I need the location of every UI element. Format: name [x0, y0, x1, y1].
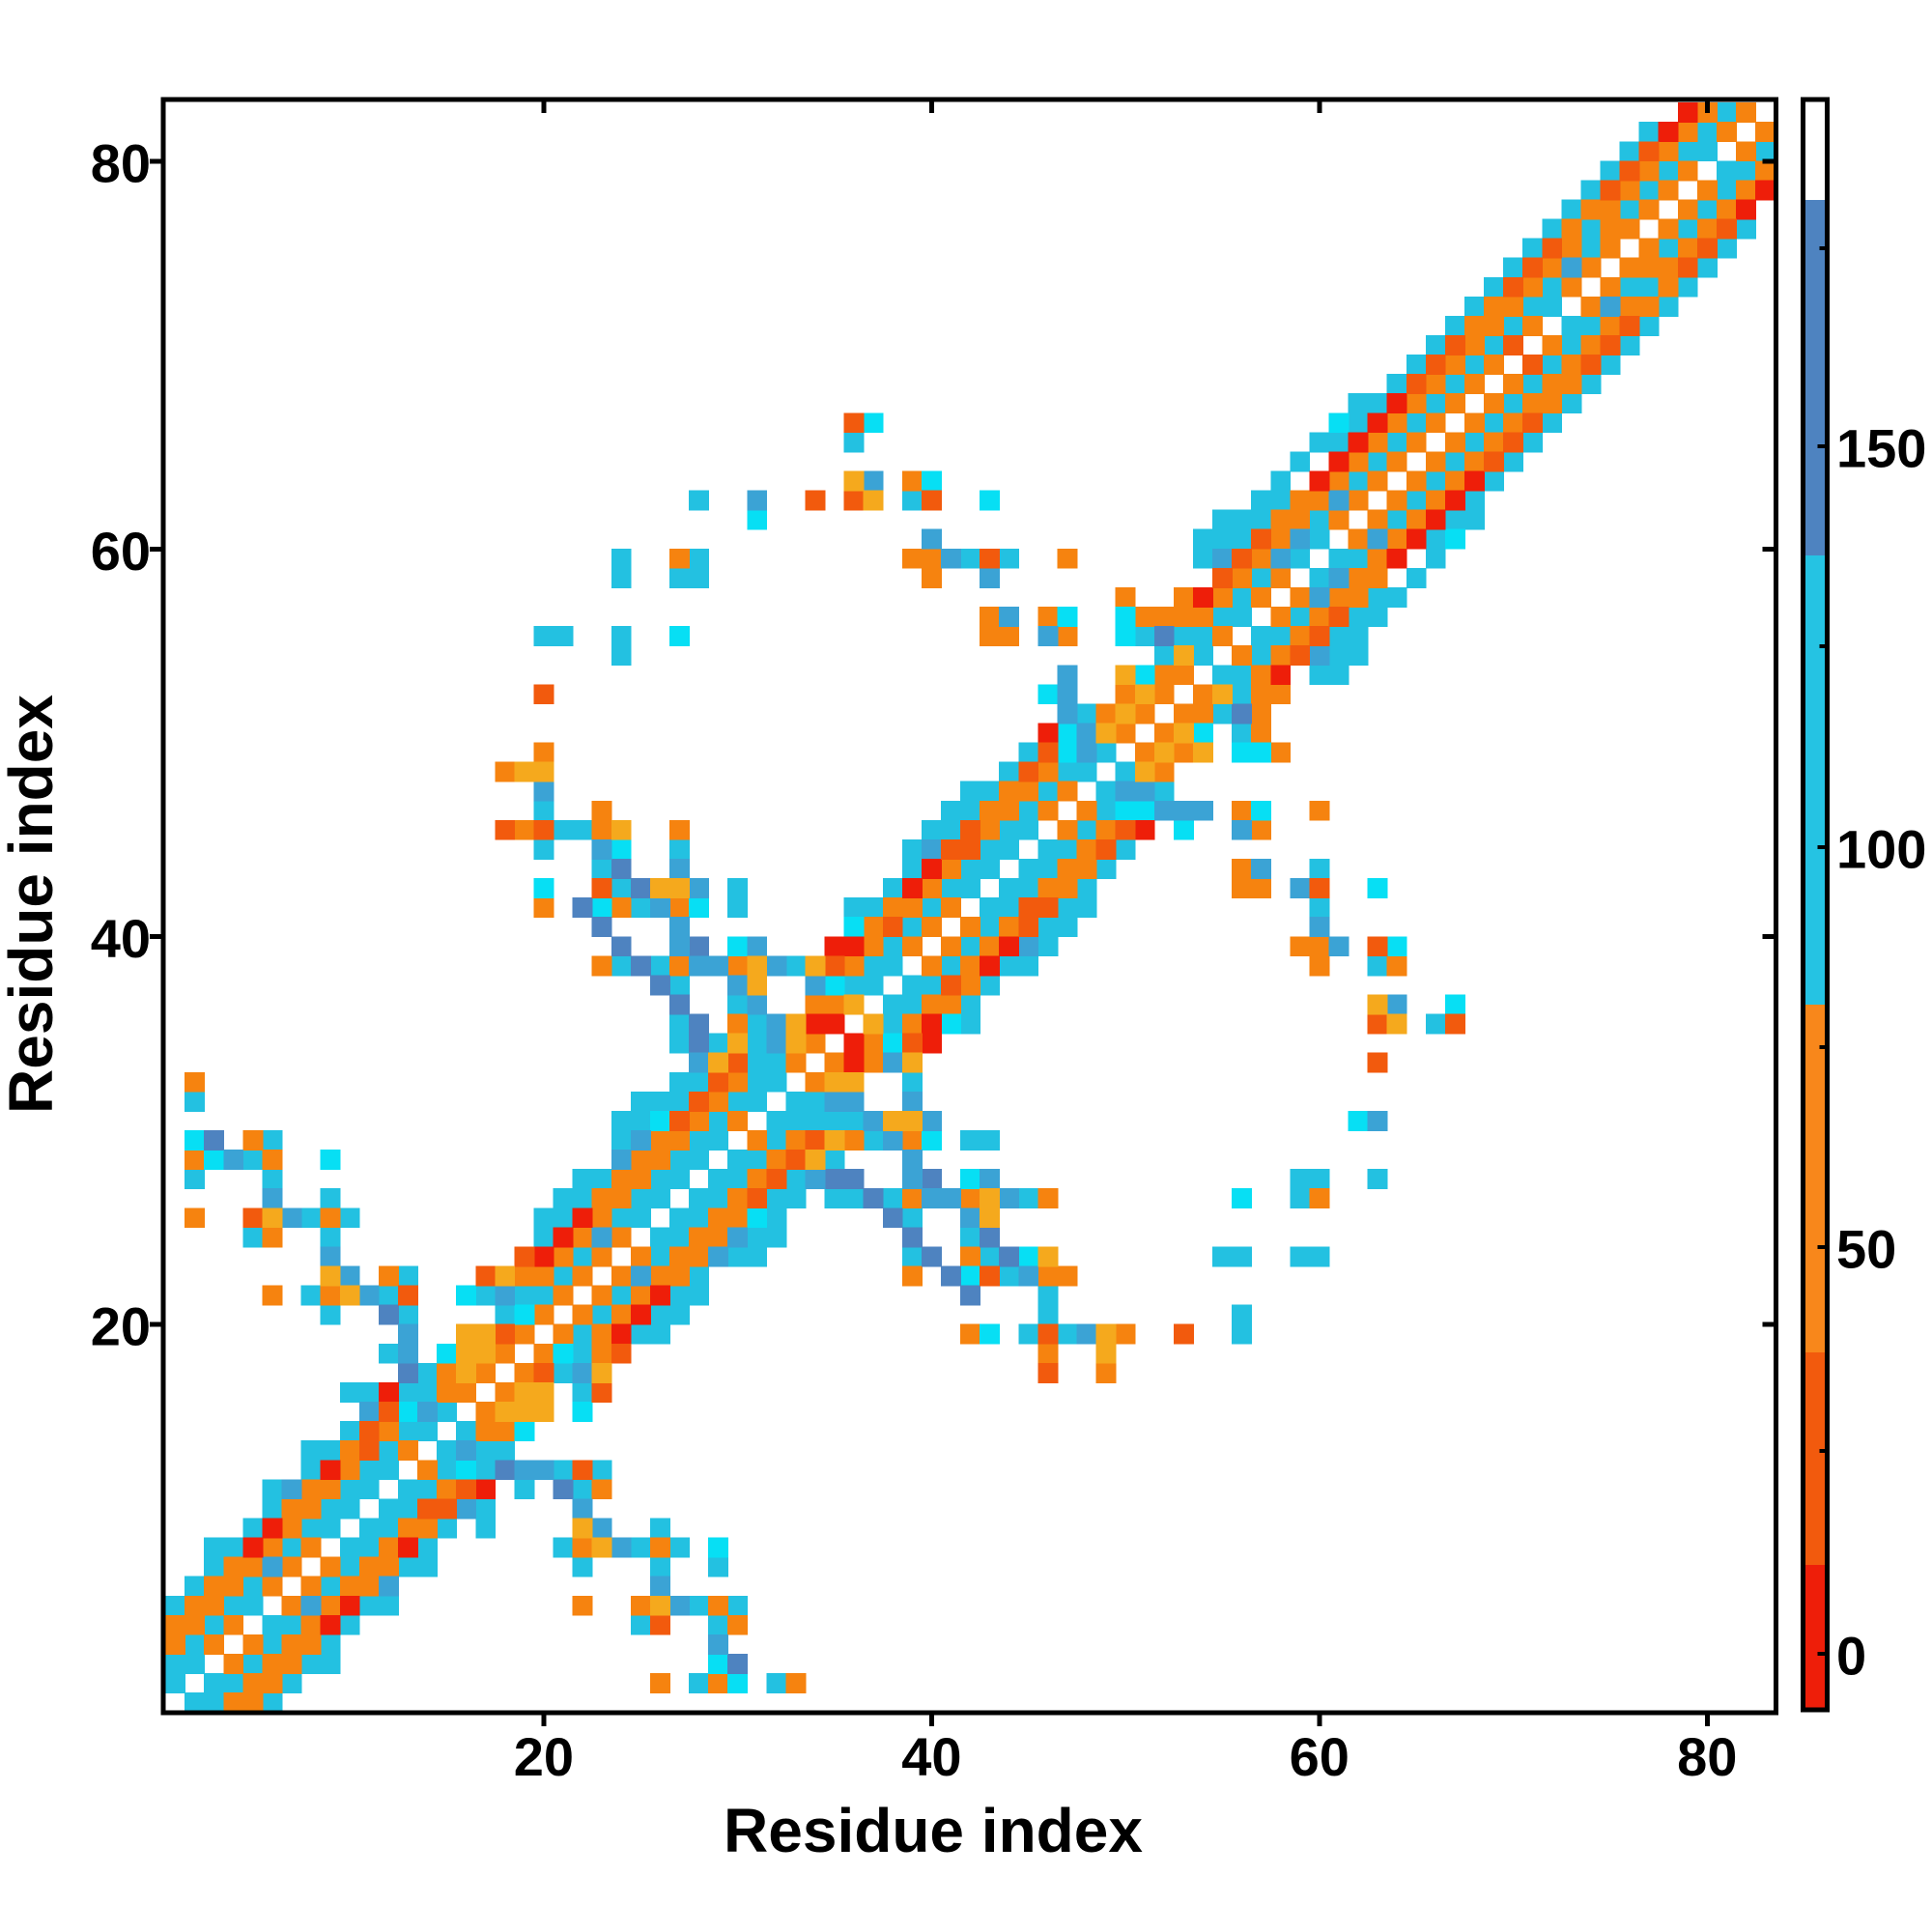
- svg-text:40: 40: [91, 908, 151, 969]
- svg-text:60: 60: [1290, 1726, 1350, 1787]
- svg-text:0: 0: [1836, 1626, 1866, 1687]
- svg-text:60: 60: [91, 521, 151, 582]
- svg-text:40: 40: [901, 1726, 961, 1787]
- svg-text:80: 80: [1677, 1726, 1737, 1787]
- svg-text:100: 100: [1836, 819, 1926, 880]
- svg-text:Residue index: Residue index: [0, 695, 66, 1114]
- svg-text:50: 50: [1836, 1219, 1896, 1280]
- svg-text:20: 20: [91, 1296, 151, 1357]
- svg-text:20: 20: [514, 1726, 574, 1787]
- svg-text:150: 150: [1836, 418, 1926, 479]
- svg-text:Residue index: Residue index: [724, 1796, 1143, 1865]
- svg-text:80: 80: [91, 132, 151, 193]
